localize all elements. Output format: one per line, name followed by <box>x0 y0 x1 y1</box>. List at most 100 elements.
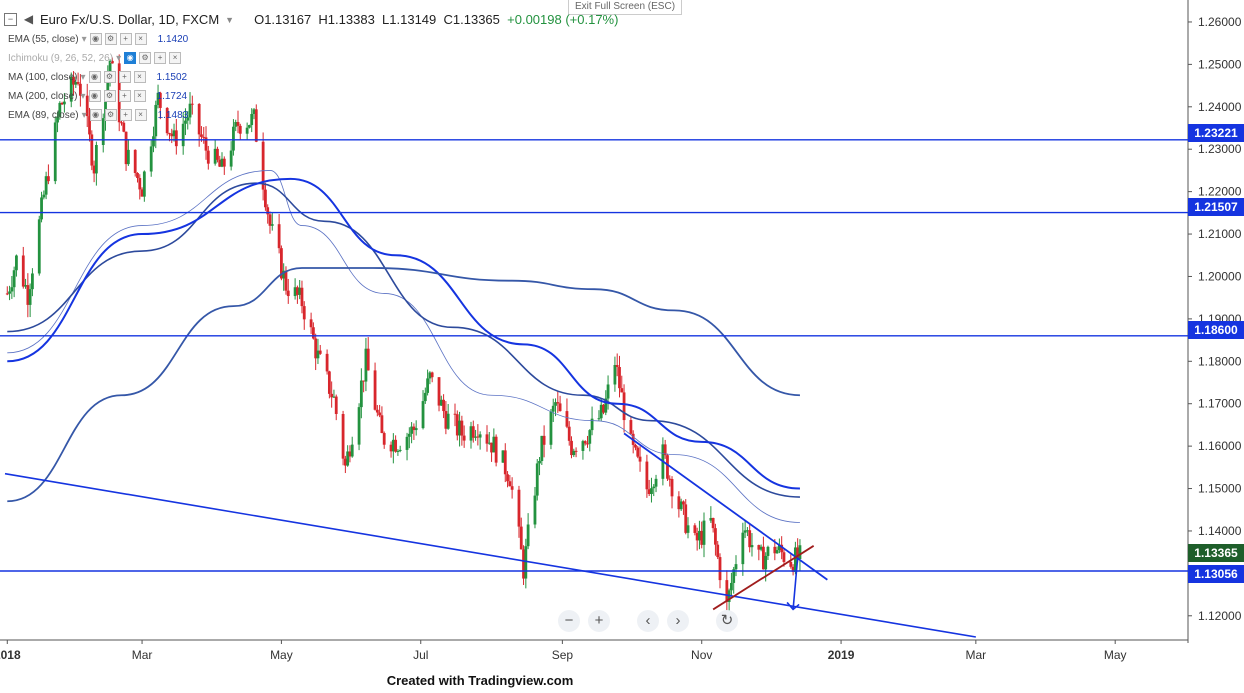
candle-body <box>90 134 94 166</box>
candle-body <box>693 525 697 533</box>
plus-icon[interactable]: + <box>119 33 132 45</box>
close-icon[interactable]: × <box>134 33 147 45</box>
indicator-row[interactable]: EMA (55, close) ▾ ◉ ⚙ + × 1.1420 <box>8 33 188 45</box>
symbol-title[interactable]: Euro Fx/U.S. Dollar, 1D, FXCM <box>40 12 220 27</box>
indicator-row[interactable]: MA (100, close) ▾ ◉ ⚙ + × 1.1502 <box>8 71 187 83</box>
candle-body <box>426 378 430 393</box>
candle-body <box>28 289 32 305</box>
zoom-in-button[interactable]: + <box>588 610 610 632</box>
candle-body <box>414 428 418 431</box>
candle-body <box>295 287 299 295</box>
plus-icon[interactable]: + <box>118 71 131 83</box>
x-tick-label: 2018 <box>0 648 21 662</box>
x-tick-label: May <box>1104 648 1127 662</box>
candle-body <box>629 420 633 434</box>
candle-body <box>638 456 642 462</box>
plus-icon[interactable]: + <box>154 52 167 64</box>
reset-chart-button[interactable]: ↻ <box>716 610 738 632</box>
candle-body <box>72 76 75 85</box>
eye-icon[interactable]: ◉ <box>88 90 101 102</box>
chevron-down-icon[interactable]: ▾ <box>80 71 86 83</box>
chevron-down-icon[interactable]: ▼ <box>225 14 235 25</box>
moving-average-line <box>7 267 800 503</box>
indicator-name: Ichimoku (9, 26, 52, 26) <box>8 52 114 64</box>
y-tick-label: 1.22000 <box>1198 185 1242 199</box>
scroll-right-button[interactable]: › <box>667 610 689 632</box>
plus-icon[interactable]: + <box>118 90 131 102</box>
indicator-row[interactable]: Ichimoku (9, 26, 52, 26) ▾ ◉ ⚙ + × <box>8 52 192 64</box>
candle-body <box>695 532 699 541</box>
candle-body <box>184 120 187 124</box>
close-icon[interactable]: × <box>134 109 147 121</box>
indicator-row[interactable]: MA (200, close) ▾ ◉ ⚙ + × 1.1724 <box>8 90 187 102</box>
chevron-down-icon[interactable]: ▾ <box>80 90 86 102</box>
chevron-down-icon[interactable]: ▾ <box>81 109 87 121</box>
candle-body <box>234 122 238 127</box>
eye-icon[interactable]: ◉ <box>89 33 102 45</box>
close-icon[interactable]: × <box>133 71 146 83</box>
plus-icon[interactable]: + <box>119 109 132 121</box>
candle-body <box>460 420 464 436</box>
candle-body <box>8 291 11 294</box>
candle-body <box>494 436 498 463</box>
candle-body <box>37 219 41 274</box>
candle-body <box>282 270 286 279</box>
candle-body <box>78 83 82 96</box>
candle-body <box>716 544 720 558</box>
candle-body <box>142 171 146 197</box>
candle-body <box>252 109 256 114</box>
indicator-value: 1.1502 <box>156 71 188 83</box>
exit-fullscreen-button[interactable]: Exit Full Screen (ESC) <box>568 0 683 15</box>
candle-body <box>391 439 395 452</box>
candle-body <box>405 436 409 450</box>
tick-labels: 1.120001.130001.140001.150001.160001.170… <box>0 15 1242 662</box>
candle-body <box>501 450 505 463</box>
y-tick-label: 1.12000 <box>1198 609 1242 623</box>
chevron-down-icon[interactable]: ▾ <box>116 52 122 64</box>
gear-icon[interactable]: ⚙ <box>103 71 116 83</box>
gear-icon[interactable]: ⚙ <box>104 109 117 121</box>
candle-body <box>554 402 557 406</box>
candle-body <box>764 555 768 570</box>
candle-body <box>604 398 608 413</box>
indicator-name: MA (200, close) <box>8 90 78 102</box>
eye-icon[interactable]: ◉ <box>89 109 102 121</box>
candle-body <box>248 125 251 128</box>
close-icon[interactable]: × <box>133 90 146 102</box>
candle-body <box>15 255 18 271</box>
y-tick-label: 1.16000 <box>1198 439 1242 453</box>
eye-icon[interactable]: ◉ <box>88 71 101 83</box>
close-icon[interactable]: × <box>169 52 182 64</box>
x-tick-label: Jul <box>413 648 428 662</box>
candle-body <box>458 420 461 436</box>
candle-body <box>202 136 206 138</box>
candle-body <box>330 393 334 398</box>
candle-body <box>120 122 123 124</box>
candle-body <box>759 546 763 550</box>
candle-body <box>277 224 281 249</box>
candle-body <box>412 426 416 431</box>
candle-body <box>437 377 441 406</box>
candle-body <box>428 372 432 379</box>
scroll-left-button[interactable]: ‹ <box>637 610 659 632</box>
candle-body <box>474 436 477 438</box>
candle-body <box>380 415 384 434</box>
eye-icon[interactable]: ◉ <box>124 52 137 64</box>
candle-body <box>524 546 528 579</box>
candle-body <box>264 189 267 208</box>
candle-body <box>229 150 233 167</box>
chevron-down-icon[interactable]: ▾ <box>81 33 87 45</box>
gear-icon[interactable]: ⚙ <box>104 33 117 45</box>
candle-body <box>104 91 107 119</box>
indicator-row[interactable]: EMA (89, close) ▾ ◉ ⚙ + × 1.1483 <box>8 109 188 121</box>
candle-body <box>430 372 434 378</box>
candle-body <box>165 107 169 134</box>
candle-body <box>47 176 50 182</box>
zoom-out-button[interactable]: − <box>558 610 580 632</box>
gear-icon[interactable]: ⚙ <box>139 52 152 64</box>
gear-icon[interactable]: ⚙ <box>103 90 116 102</box>
collapse-icon[interactable]: − <box>4 13 17 26</box>
candle-body <box>74 82 78 85</box>
ohlc-readout: O1.13167 H1.13383 L1.13149 C1.13365 +0.0… <box>254 12 618 27</box>
